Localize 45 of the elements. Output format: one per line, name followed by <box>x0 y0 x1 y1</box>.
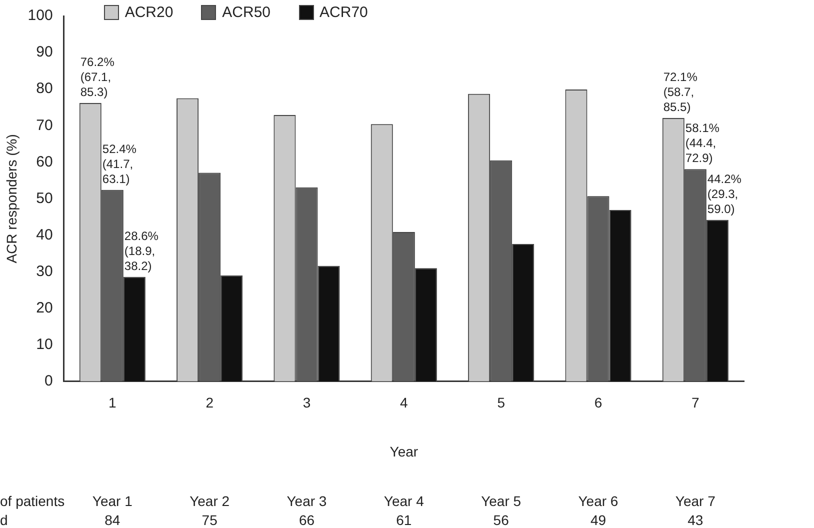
text: 56 <box>492 511 510 528</box>
y-tick-label: 10 <box>36 336 53 353</box>
y-tick-label: 50 <box>36 190 53 207</box>
x-tick-label: 5 <box>497 394 506 411</box>
text: 75 <box>200 511 218 528</box>
text: Year 5 <box>480 492 522 510</box>
text: Year 3 <box>286 492 328 510</box>
text: Year 1 <box>91 492 134 510</box>
legend-label: ACR20 <box>124 4 174 21</box>
data-label: 52.4% (41.7, 63.1) <box>102 142 138 187</box>
text: of patients <box>0 492 65 510</box>
legend-label: ACR50 <box>222 4 271 21</box>
x-axis-title: Year <box>390 443 418 460</box>
text: 61 <box>395 511 413 528</box>
data-label: 28.6% (18.9, 38.2) <box>124 228 160 274</box>
y-tick-label: 40 <box>36 226 53 244</box>
legend-label: ACR70 <box>320 4 368 21</box>
y-axis-title: ACR responders (%) <box>3 134 20 264</box>
y-tick-label: 0 <box>44 372 53 390</box>
y-tick-label: 90 <box>36 44 53 61</box>
text: Year 2 <box>188 492 231 510</box>
data-label: 72.1% (58.7, 85.5) <box>663 70 698 115</box>
text: 43 <box>686 511 704 528</box>
data-label: 58.1% (44.4, 72.9) <box>685 121 720 166</box>
data-label: 76.2% (67.1, 85.3) <box>80 54 116 100</box>
x-tick-label: 4 <box>400 394 408 411</box>
data-label: 44.2% (29.3, 59.0) <box>707 172 742 217</box>
text: Year 7 <box>674 492 716 510</box>
x-tick-label: 3 <box>302 394 311 411</box>
text: 49 <box>589 511 608 528</box>
y-tick-label: 60 <box>36 153 53 170</box>
text: 84 <box>104 511 122 528</box>
text: Year 6 <box>577 492 620 510</box>
x-tick-label: 1 <box>108 394 117 411</box>
text: d <box>0 511 8 528</box>
text: 66 <box>298 511 316 528</box>
y-tick-label: 20 <box>36 299 53 316</box>
y-tick-label: 70 <box>36 116 53 134</box>
y-tick-label: 30 <box>36 262 53 280</box>
x-tick-label: 7 <box>692 394 700 411</box>
y-tick-label: 80 <box>36 80 53 98</box>
y-tick-label: 100 <box>28 7 53 24</box>
text: Year 4 <box>382 492 425 510</box>
x-tick-label: 2 <box>206 394 214 411</box>
x-tick-label: 6 <box>594 394 602 411</box>
